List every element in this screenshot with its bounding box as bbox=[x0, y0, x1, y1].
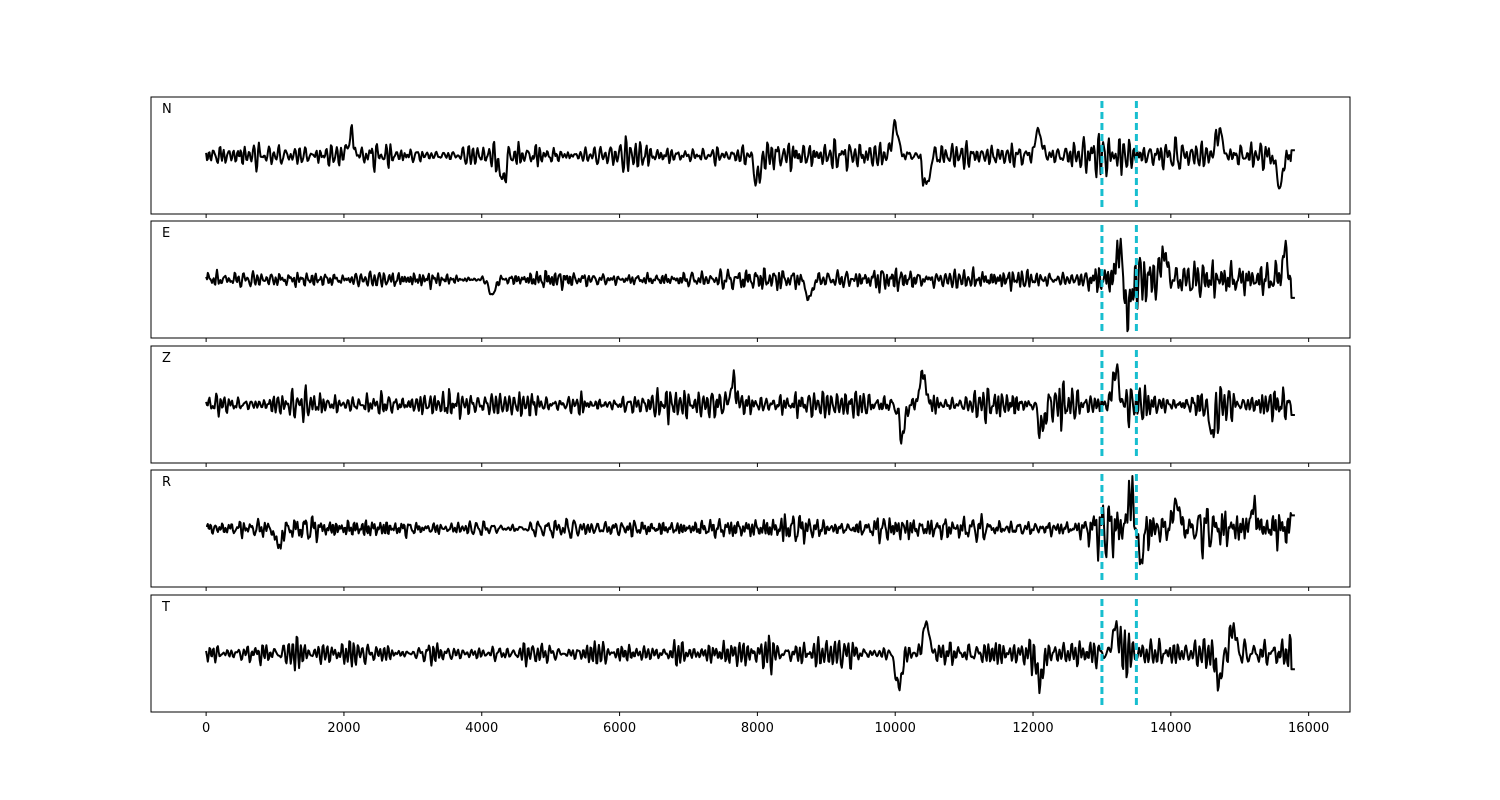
panel-n: N bbox=[150, 96, 1351, 218]
panels-group: N E Z R T bbox=[150, 96, 1351, 716]
waveform-e bbox=[205, 237, 1295, 333]
waveform-t bbox=[205, 620, 1295, 695]
x-tick-label: 14000 bbox=[1150, 721, 1191, 736]
x-tick-label: 6000 bbox=[603, 721, 636, 736]
channel-label: E bbox=[162, 226, 170, 241]
channel-label: R bbox=[162, 475, 171, 490]
x-tick-label: 10000 bbox=[875, 721, 916, 736]
x-tick-label: 2000 bbox=[327, 721, 360, 736]
x-tick-label: 16000 bbox=[1288, 721, 1329, 736]
channel-label: Z bbox=[162, 351, 171, 366]
panel-frame bbox=[150, 220, 1351, 339]
panel-z: Z bbox=[150, 345, 1351, 467]
x-tick-label: 8000 bbox=[741, 721, 774, 736]
x-tick-label: 4000 bbox=[465, 721, 498, 736]
waveform-z bbox=[205, 363, 1295, 445]
panel-r: R bbox=[150, 469, 1351, 591]
panel-frame bbox=[150, 96, 1351, 215]
channel-label: T bbox=[161, 600, 170, 615]
waveform-r bbox=[205, 475, 1295, 566]
x-tick-label: 0 bbox=[202, 721, 210, 736]
panel-e: E bbox=[150, 220, 1351, 342]
x-tick-label: 12000 bbox=[1012, 721, 1053, 736]
channel-label: N bbox=[162, 102, 172, 117]
panel-t: T bbox=[150, 594, 1351, 716]
panel-frame bbox=[150, 345, 1351, 464]
waveform-n bbox=[205, 119, 1295, 190]
panel-frame bbox=[150, 594, 1351, 713]
panel-frame bbox=[150, 469, 1351, 588]
x-axis: 0 2000 4000 6000 8000 10000 12000 14000 16000 bbox=[202, 721, 1329, 736]
